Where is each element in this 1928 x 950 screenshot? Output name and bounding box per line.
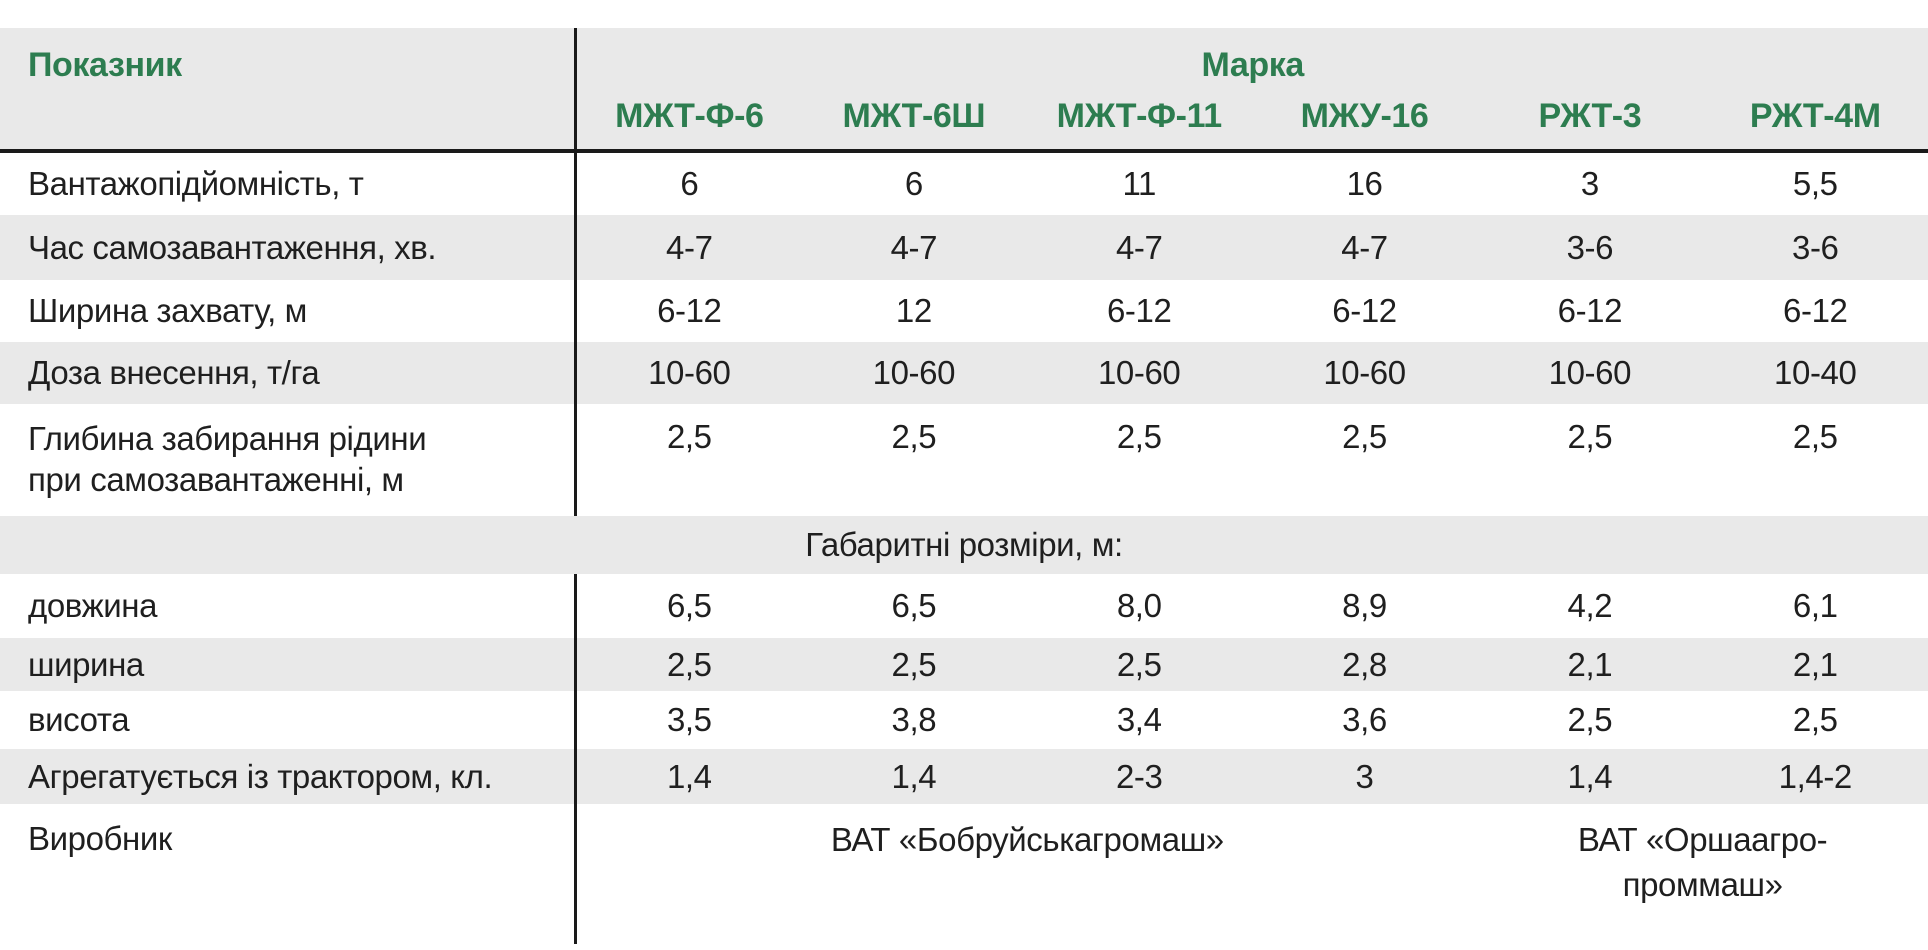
table-body: Вантажопідйомність, т 6 6 11 16 3 5,5 Ча…: [0, 151, 1928, 944]
cell-value: 3-6: [1566, 228, 1614, 266]
cell-value: 6: [680, 165, 699, 202]
table-section-row-dimensions: Габаритні розміри, м:: [0, 516, 1928, 574]
header-row-models: МЖТ-Ф-6 МЖТ-6Ш МЖТ-Ф-11 МЖУ-16 РЖТ-3 РЖТ…: [0, 90, 1928, 153]
table-row-manufacturer: Виробник ВАТ «Бобруйськагромаш» ВАТ «Орш…: [0, 804, 1928, 944]
table-row-width: ширина 2,5 2,5 2,5 2,8 2,1 2,1: [0, 638, 1928, 691]
row-label: Глибина забирання рідини при самозаванта…: [0, 404, 578, 516]
cell-value: 6-12: [1332, 292, 1397, 329]
cell-value: 2,5: [1792, 701, 1838, 738]
column-header-indicator: Показник: [0, 28, 578, 153]
cell-value: 1,4: [1567, 757, 1613, 795]
cell-value: 8,0: [1116, 587, 1162, 624]
cell-value: 10-60: [648, 354, 731, 391]
table-row-load-capacity: Вантажопідйомність, т 6 6 11 16 3 5,5: [0, 151, 1928, 215]
cell-value: 2,5: [891, 645, 937, 683]
cell-value: 1,4: [666, 757, 712, 795]
cell-value: 3: [1580, 165, 1599, 202]
cell-value: 5,5: [1792, 165, 1838, 202]
cell-value: 6,1: [1792, 587, 1838, 624]
cell-value: 4-7: [890, 228, 938, 266]
cell-value: 12: [895, 292, 932, 329]
table-row-working-width: Ширина захвату, м 6-12 12 6-12 6-12 6-12…: [0, 280, 1928, 342]
cell-value: 6,5: [891, 587, 937, 624]
table-row-tractor-class: Агрегатується із трактором, кл. 1,4 1,4 …: [0, 749, 1928, 804]
row-label: Виробник: [0, 804, 578, 944]
cell-value: 10-40: [1774, 354, 1857, 391]
section-header: Габаритні розміри, м:: [805, 526, 1123, 563]
column-header-model-4: МЖУ-16: [1251, 90, 1478, 153]
cell-value: 10-60: [872, 354, 956, 391]
cell-value: 4-7: [666, 228, 713, 266]
cell-value: 2,5: [1792, 418, 1838, 455]
row-label: Вантажопідйомність, т: [0, 151, 578, 215]
cell-value: 3,4: [1116, 701, 1162, 738]
cell-value: 3,6: [1342, 701, 1387, 738]
cell-value: 6: [904, 165, 923, 202]
cell-value: 2,1: [1567, 645, 1613, 683]
column-header-model-1: МЖТ-Ф-6: [575, 90, 802, 153]
cell-value: 2,1: [1792, 645, 1838, 683]
cell-value: 2,5: [1116, 418, 1162, 455]
cell-value: 2,5: [666, 645, 712, 683]
cell-value: 8,9: [1342, 587, 1387, 624]
table-row-height: висота 3,5 3,8 3,4 3,6 2,5 2,5: [0, 691, 1928, 749]
row-label: Доза внесення, т/га: [0, 342, 578, 404]
cell-value: 2,5: [1567, 418, 1613, 455]
column-header-model-2: МЖТ-6Ш: [801, 90, 1027, 153]
cell-value: 6-12: [1557, 292, 1623, 329]
row-label: довжина: [0, 574, 578, 638]
cell-value: 6,5: [666, 587, 712, 624]
cell-value: 1,4-2: [1778, 757, 1853, 795]
cell-value: 2-3: [1115, 757, 1163, 795]
row-label: Час самозавантаження, хв.: [0, 215, 578, 280]
cell-value: 16: [1346, 165, 1383, 202]
header-row-group: Показник Марка: [0, 28, 1928, 153]
cell-value: 2,8: [1342, 645, 1387, 683]
cell-value: 3-6: [1792, 228, 1839, 266]
cell-value: 3,8: [891, 701, 937, 738]
cell-value: 2,5: [891, 418, 937, 455]
cell-value: 6-12: [1106, 292, 1172, 329]
manufacturer-left: ВАТ «Бобруйськагромаш»: [830, 821, 1224, 858]
cell-value: 6-12: [657, 292, 722, 329]
column-header-model-5: РЖТ-3: [1477, 90, 1703, 153]
cell-value: 6-12: [1783, 292, 1848, 329]
cell-value: 1,4: [891, 757, 937, 795]
cell-value: 4,2: [1567, 587, 1613, 624]
column-header-model-6: РЖТ-4М: [1702, 90, 1928, 153]
column-header-model-3: МЖТ-Ф-11: [1026, 90, 1252, 153]
cell-value: 4-7: [1115, 228, 1163, 266]
cell-value: 10-60: [1323, 354, 1406, 391]
table-header: Показник Марка МЖТ-Ф-6 МЖТ-6Ш МЖТ-Ф-11 М…: [0, 28, 1928, 153]
row-label: Ширина захвату, м: [0, 280, 578, 342]
table-row-self-loading-time: Час самозавантаження, хв. 4-7 4-7 4-7 4-…: [0, 215, 1928, 280]
cell-value: 3: [1355, 757, 1374, 795]
column-group-header-brand: Марка: [575, 28, 1928, 90]
cell-value: 2,5: [1567, 701, 1613, 738]
table-row-length: довжина 6,5 6,5 8,0 8,9 4,2 6,1: [0, 574, 1928, 638]
row-label: висота: [0, 691, 578, 749]
cell-value: 10-60: [1548, 354, 1632, 391]
cell-value: 10-60: [1097, 354, 1181, 391]
row-label: Агрегатується із трактором, кл.: [0, 749, 578, 804]
table-row-application-dose: Доза внесення, т/га 10-60 10-60 10-60 10…: [0, 342, 1928, 404]
cell-value: 2,5: [1342, 418, 1387, 455]
cell-value: 4-7: [1341, 228, 1388, 266]
row-label: ширина: [0, 638, 578, 691]
cell-value: 2,5: [1116, 645, 1162, 683]
machinery-spec-table: Показник Марка МЖТ-Ф-6 МЖТ-6Ш МЖТ-Ф-11 М…: [0, 28, 1928, 944]
manufacturer-right: ВАТ «Оршаагро- проммаш»: [1577, 821, 1828, 903]
cell-value: 11: [1122, 165, 1156, 202]
table-row-intake-depth: Глибина забирання рідини при самозаванта…: [0, 404, 1928, 516]
cell-value: 2,5: [666, 418, 712, 455]
cell-value: 3,5: [666, 701, 712, 738]
